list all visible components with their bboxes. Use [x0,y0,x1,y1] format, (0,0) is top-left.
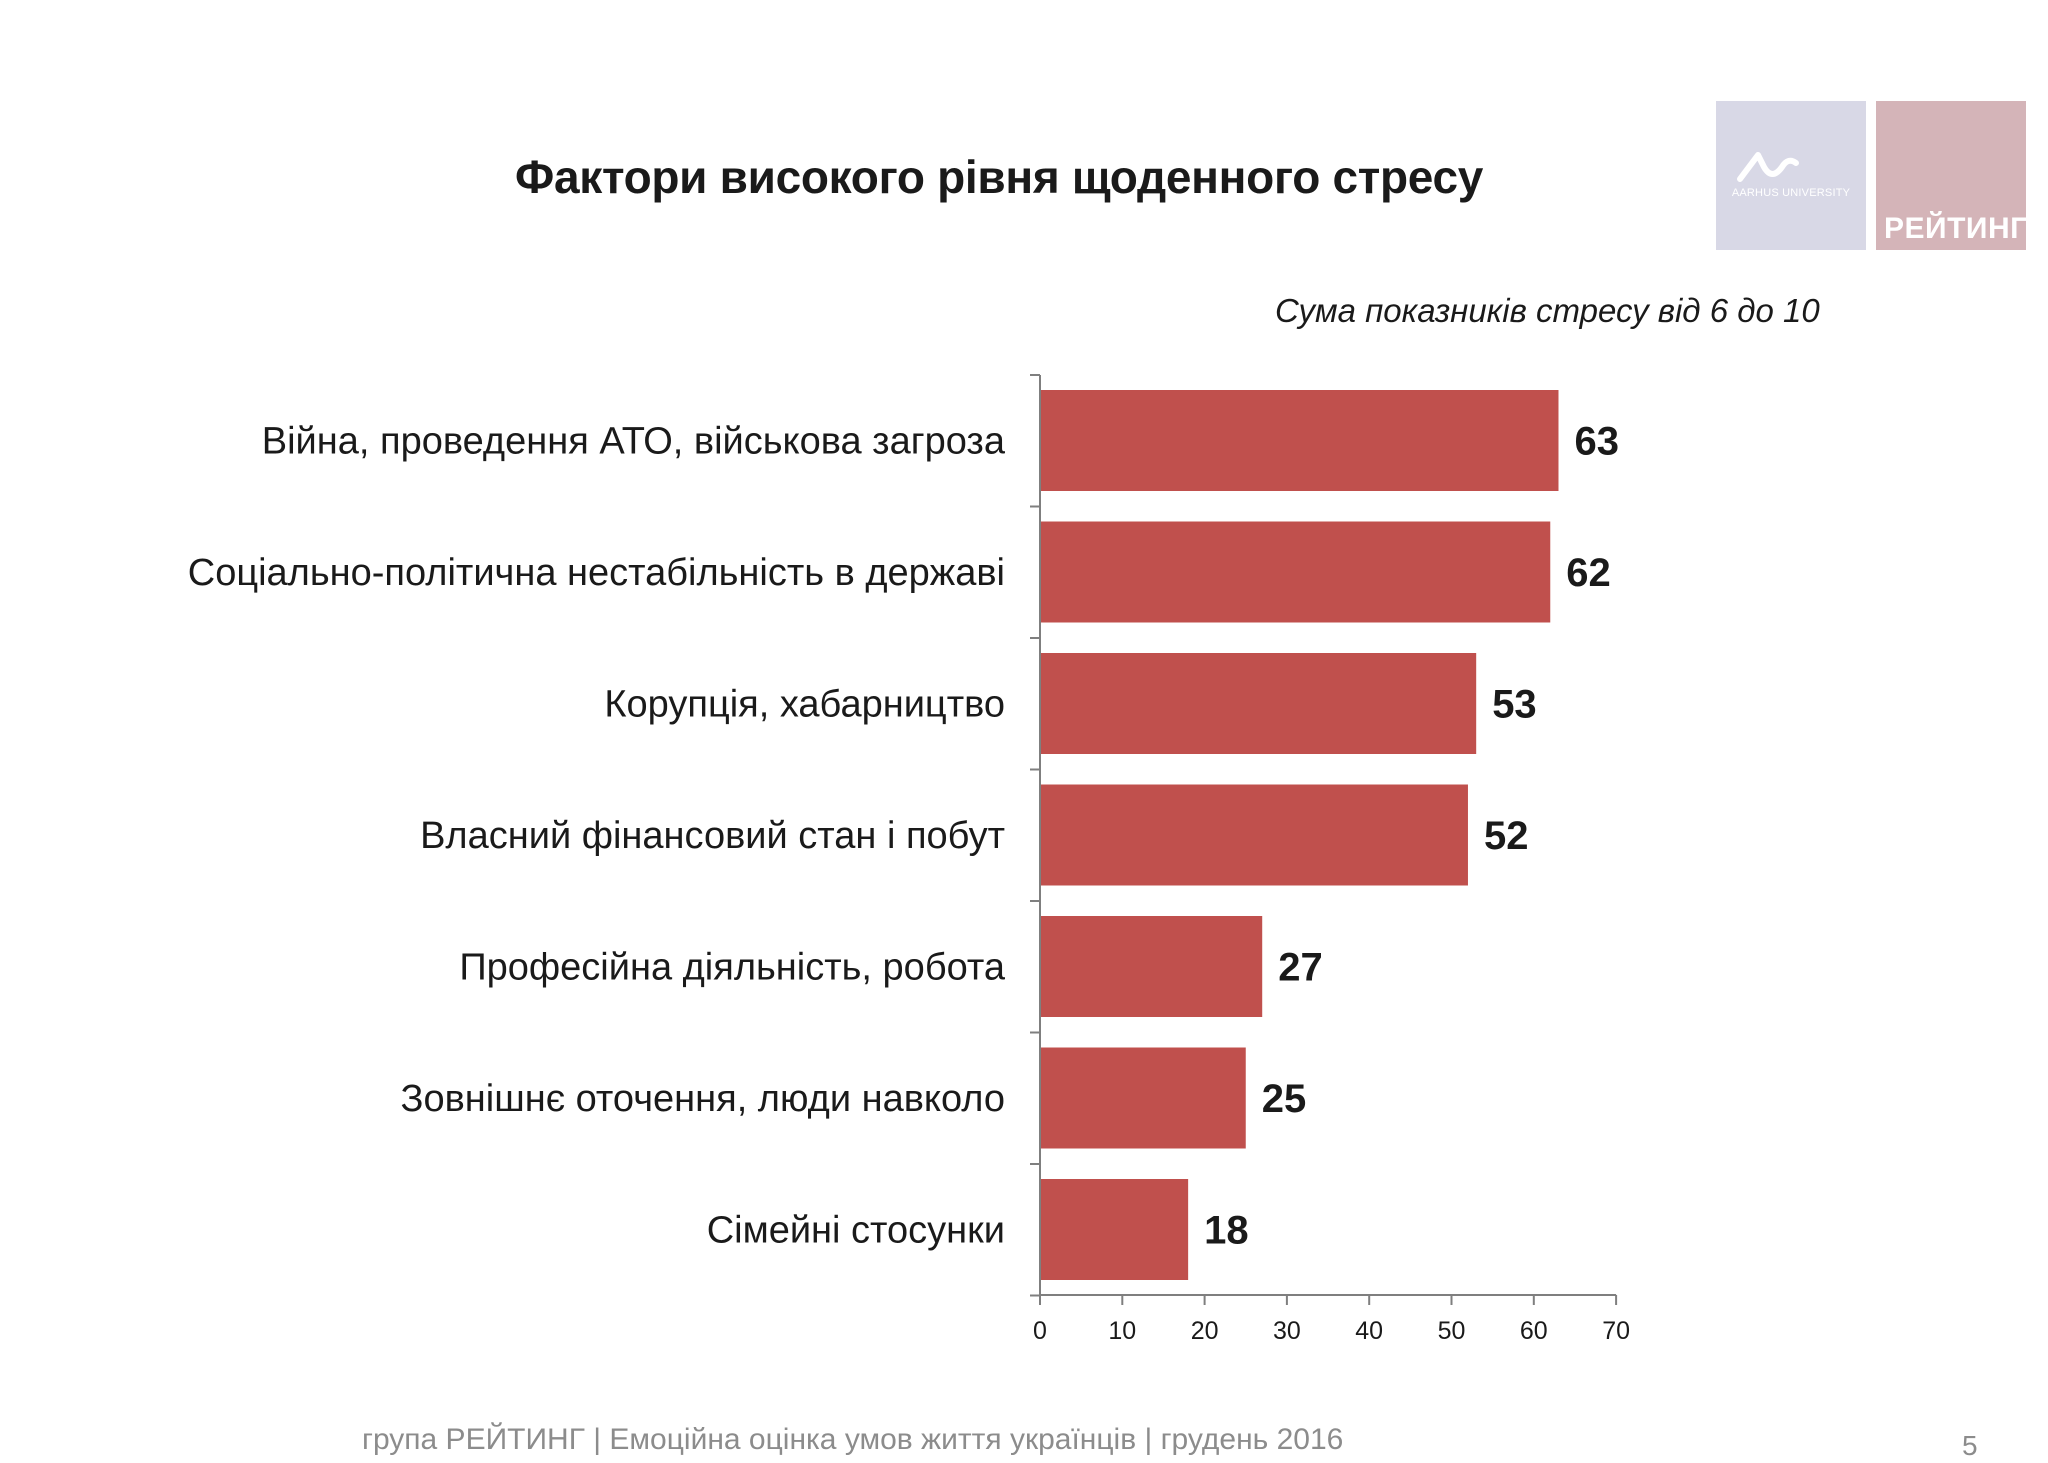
slide-title: Фактори високого рівня щоденного стресу [515,151,1484,203]
rating-logo-text: РЕЙТИНГ [1884,212,2028,245]
data-label: 53 [1492,683,1537,727]
data-label: 27 [1278,946,1323,990]
data-label: 25 [1262,1077,1307,1121]
x-tick-label: 70 [1602,1317,1630,1345]
bar-chart: Війна, проведення АТО, військова загроза… [188,374,1630,1345]
bar [1040,653,1477,754]
data-label: 63 [1574,420,1619,464]
page-number: 5 [1962,1430,1978,1461]
category-label: Зовнішнє оточення, люди навколо [401,1078,1005,1120]
bar [1040,916,1263,1017]
category-label: Професійна діяльність, робота [459,947,1006,989]
category-label: Сімейні стосунки [707,1210,1005,1252]
aarhus-logo-text: AARHUS UNIVERSITY [1731,187,1851,199]
chart-subtitle: Сума показників стресу від 6 до 10 [1275,292,1820,329]
category-label: Власний фінансовий стан і побут [420,815,1005,857]
bar [1040,1047,1246,1149]
x-tick-label: 30 [1273,1317,1301,1345]
bar [1040,390,1559,491]
category-label: Війна, проведення АТО, військова загроза [262,421,1006,463]
bar [1040,521,1551,623]
category-label: Соціально-політична нестабільність в дер… [188,552,1005,594]
data-label: 52 [1484,814,1529,858]
x-tick-label: 20 [1191,1317,1219,1345]
x-tick-label: 40 [1355,1317,1383,1345]
aarhus-wave-icon [1737,152,1799,182]
data-label: 62 [1566,551,1611,595]
category-label: Корупція, хабарництво [604,684,1005,726]
x-tick-label: 50 [1438,1317,1466,1345]
footer-text: група РЕЙТИНГ | Емоційна оцінка умов жит… [362,1423,1344,1456]
data-label: 18 [1204,1209,1249,1253]
x-tick-label: 10 [1108,1317,1136,1345]
rating-group-logo: РЕЙТИНГ [1876,101,2028,250]
bar [1040,1179,1189,1280]
bar [1040,784,1468,886]
x-tick-label: 0 [1033,1317,1047,1345]
x-tick-label: 60 [1520,1317,1548,1345]
aarhus-university-logo: AARHUS UNIVERSITY [1716,101,1866,250]
